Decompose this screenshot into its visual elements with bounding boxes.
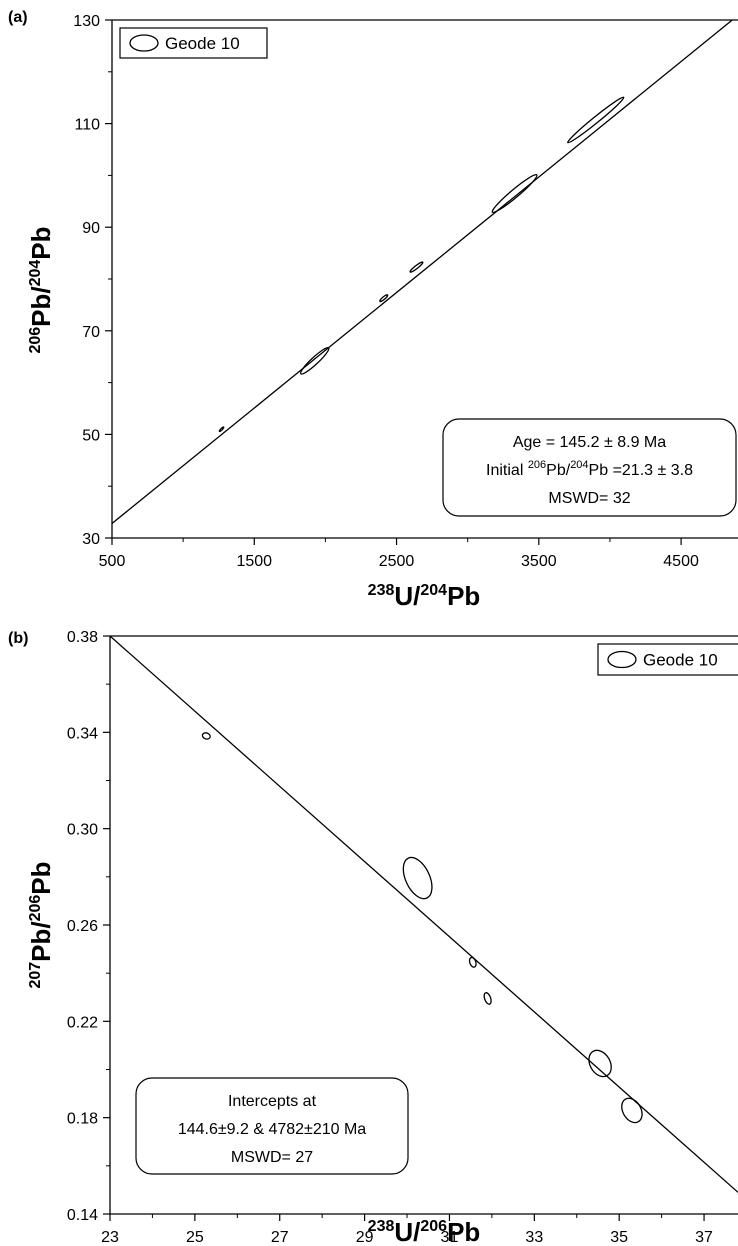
chart-panel-b: 0.14 0.18 0.22 0.26 0.30 0.34 0.38 23 25 27 29 31 33…: [8, 629, 738, 1246]
error-ellipse: [379, 294, 389, 303]
axis-label-superscript: 206: [27, 895, 44, 922]
annotation-line-3: MSWD= 32: [548, 490, 630, 507]
annotation-text: Initial: [486, 462, 528, 479]
x-tick-label: 1500: [236, 553, 272, 570]
axis-label-text: Pb/: [26, 286, 56, 326]
axis-label-text: U/: [394, 581, 420, 611]
error-ellipse: [468, 956, 477, 968]
error-ellipse: [588, 1049, 612, 1078]
x-tick-label: 2500: [379, 553, 415, 570]
y-tick-label: 0.34: [67, 725, 98, 742]
axis-label-text: Pb/: [26, 921, 56, 961]
x-tick-label: 31: [441, 1229, 459, 1246]
x-tick-label: 3500: [521, 553, 557, 570]
annotation-line-3: MSWD= 27: [231, 1149, 313, 1166]
x-tick-label: 25: [186, 1229, 204, 1246]
legend-ellipse-icon: [129, 34, 159, 52]
panel-label: (a): [8, 9, 28, 26]
x-tick-label: 35: [610, 1229, 628, 1246]
y-tick-label: 70: [82, 324, 100, 341]
axis-label-text: Pb: [447, 581, 480, 611]
x-tick-label: 27: [271, 1229, 289, 1246]
annotation-text: Pb/: [546, 462, 571, 479]
error-ellipse: [299, 346, 330, 375]
axis-label-superscript: 206: [420, 1218, 447, 1235]
annotation-line-2: Initial 206Pb/204Pb =21.3 ± 3.8: [486, 459, 693, 479]
x-tick-label: 29: [356, 1229, 374, 1246]
legend-label: Geode 10: [165, 34, 240, 53]
annotation-line-2: 144.6±9.2 & 4782±210 Ma: [178, 1121, 366, 1138]
axis-label-superscript: 207: [27, 962, 44, 989]
error-ellipse: [201, 732, 211, 740]
y-tick-label: 0.22: [67, 1014, 98, 1031]
x-tick-label: 23: [101, 1229, 119, 1246]
legend-ellipse-icon: [607, 650, 637, 669]
y-axis-label: 206Pb/204Pb: [26, 226, 56, 353]
annotation-box: [135, 1077, 409, 1175]
annotation-superscript: 206: [528, 459, 546, 471]
axis-label-superscript: 238: [368, 1218, 395, 1235]
legend-box: [597, 643, 738, 676]
x-tick-label: 4500: [663, 553, 699, 570]
axis-label-superscript: 238: [368, 582, 395, 599]
error-ellipse: [218, 426, 225, 433]
x-axis-label: 238U/204Pb: [368, 581, 481, 611]
y-tick-label: 130: [73, 13, 100, 30]
panel-label: (b): [8, 630, 28, 647]
axis-label-text: Pb: [26, 226, 56, 259]
annotation-box: [442, 418, 737, 517]
error-ellipse: [491, 173, 538, 214]
legend-label: Geode 10: [643, 651, 718, 670]
error-ellipse: [483, 992, 492, 1005]
y-tick-label: 0.30: [67, 822, 98, 839]
chart-panel-a: 30 50 70 90 110 130 500 1500 2500 3500 4500 (a) Geod…: [8, 9, 738, 611]
regression-line: [112, 20, 734, 525]
legend-box: [119, 27, 268, 59]
annotation-line-1: Intercepts at: [228, 1093, 317, 1110]
annotation-text: Pb =21.3 ± 3.8: [589, 462, 694, 479]
y-tick-label: 90: [82, 220, 100, 237]
axis-label-text: Pb: [447, 1217, 480, 1246]
y-tick-label: 30: [82, 531, 100, 548]
error-ellipse: [402, 856, 433, 900]
y-tick-label: 0.38: [67, 629, 98, 646]
y-tick-label: 0.26: [67, 918, 98, 935]
annotation-superscript: 204: [570, 459, 588, 471]
x-tick-label: 33: [525, 1229, 543, 1246]
y-tick-label: 50: [82, 427, 100, 444]
error-ellipse: [567, 96, 625, 144]
x-tick-label: 500: [99, 553, 126, 570]
y-tick-label: 110: [74, 117, 100, 134]
y-tick-label: 0.18: [67, 1111, 98, 1128]
annotation-line-1: Age = 145.2 ± 8.9 Ma: [513, 434, 666, 451]
x-axis-label: 238U/206Pb: [368, 1217, 481, 1246]
axis-label-text: U/: [394, 1217, 420, 1246]
error-ellipse: [409, 261, 424, 273]
y-tick-label: 0.14: [67, 1207, 98, 1224]
error-ellipse: [621, 1097, 643, 1124]
axis-label-superscript: 204: [420, 582, 447, 599]
axis-label-superscript: 206: [27, 327, 44, 354]
axis-label-text: Pb: [26, 861, 56, 894]
x-tick-label: 37: [695, 1229, 713, 1246]
y-axis-label: 207Pb/206Pb: [26, 861, 56, 988]
axis-label-superscript: 204: [27, 260, 44, 287]
